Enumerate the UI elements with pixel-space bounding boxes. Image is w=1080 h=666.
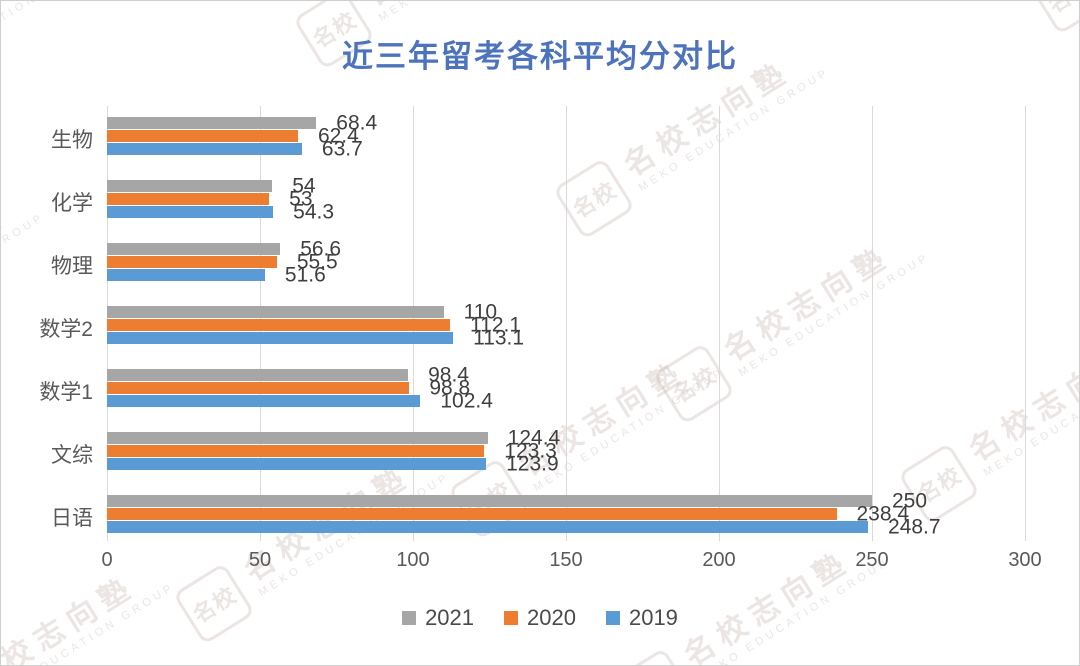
- value-label: 110: [463, 300, 498, 324]
- bar-2020-物理: [107, 256, 277, 268]
- legend-label: 2019: [628, 605, 678, 630]
- category-label: 数学2: [39, 318, 93, 341]
- gridline-200: [719, 106, 720, 541]
- legend-item-2020: 2020: [504, 607, 576, 629]
- legend-item-2019: 2019: [605, 605, 678, 630]
- x-tick-label: 0: [101, 549, 113, 571]
- category-label: 物理: [51, 255, 93, 278]
- bar-2021-生物: [107, 117, 317, 129]
- value-label: 55.5: [296, 250, 338, 274]
- bar-2021-文综: [107, 432, 488, 444]
- value-label: 124.4: [507, 426, 561, 450]
- value-label: 68.4: [336, 111, 378, 135]
- bar-2020-生物: [107, 130, 298, 142]
- value-label: 56.6: [300, 237, 342, 261]
- x-tick-label: 100: [396, 549, 430, 571]
- x-tick-label: 300: [1008, 549, 1042, 571]
- value-label: 112.1: [470, 313, 522, 337]
- value-label: 102.4: [440, 389, 493, 413]
- value-label: 54: [292, 174, 316, 198]
- legend-swatch-icon: [402, 611, 417, 625]
- x-axis: 0 50 100 150 200 250 300: [1, 549, 1079, 575]
- value-label: 62.4: [317, 124, 359, 148]
- value-label: 98.4: [428, 363, 469, 387]
- bar-2019-物理: [107, 269, 265, 281]
- value-label: 250: [892, 489, 928, 513]
- gridline-250: [872, 106, 873, 541]
- watermark-brand-cn: 名校志向塾: [359, 1, 565, 13]
- bar-2020-数学2: [107, 319, 451, 331]
- x-tick-label: 150: [549, 549, 583, 571]
- meko-stamp-icon: 名校: [612, 647, 696, 665]
- value-label: 238.4: [856, 502, 910, 526]
- legend-label: 2021: [425, 605, 475, 630]
- bar-2021-物理: [107, 243, 281, 255]
- category-label: 数学1: [39, 381, 93, 404]
- category-label: 日语: [51, 507, 93, 530]
- value-label: 248.7: [888, 515, 941, 539]
- bar-2020-化学: [107, 193, 270, 205]
- gridline-150: [566, 106, 567, 541]
- bar-2020-数学1: [107, 382, 410, 394]
- x-tick-label: 200: [702, 549, 736, 571]
- legend: 2021 2020 2019: [1, 607, 1079, 629]
- x-tick-label: 250: [855, 549, 889, 571]
- value-label: 123.9: [506, 452, 559, 476]
- bar-2021-数学2: [107, 306, 444, 318]
- meko-stamp-icon: 名校: [1027, 1, 1079, 36]
- value-label: 113.1: [473, 326, 525, 350]
- watermark-brand-en: MEKO EDUCATION GROUP: [377, 1, 572, 25]
- bar-2021-数学1: [107, 369, 409, 381]
- category-label: 文综: [51, 444, 93, 467]
- legend-swatch-icon: [605, 611, 620, 625]
- gridline-300: [1025, 106, 1026, 541]
- bar-2019-文综: [107, 458, 487, 470]
- bar-2021-日语: [107, 495, 872, 507]
- bar-2019-数学2: [107, 332, 454, 344]
- category-label: 化学: [51, 192, 93, 215]
- x-tick-label: 50: [248, 549, 272, 571]
- legend-item-2021: 2021: [402, 607, 474, 629]
- bar-2021-化学: [107, 180, 273, 192]
- value-label: 53: [289, 187, 313, 211]
- value-label: 123.3: [504, 439, 557, 463]
- value-label: 54.3: [293, 200, 335, 224]
- bar-2020-日语: [107, 508, 837, 520]
- bar-2019-日语: [107, 521, 869, 533]
- plot-area: 生物 68.4 62.4 63.7 化学 54 53 54.3 物理 56.6 55.5 51.6 数学…: [39, 106, 1026, 541]
- bar-2019-化学: [107, 206, 274, 218]
- category-label: 生物: [51, 129, 93, 152]
- legend-label: 2020: [527, 605, 576, 630]
- bar-2020-文综: [107, 445, 485, 457]
- value-label: 98.8: [429, 376, 471, 400]
- value-label: 51.6: [284, 263, 326, 287]
- chart-title: 近三年留考各科平均分对比: [342, 39, 738, 74]
- legend-swatch-icon: [504, 611, 519, 625]
- bar-2019-数学1: [107, 395, 421, 407]
- value-label: 63.7: [321, 137, 363, 161]
- bar-2019-生物: [107, 143, 302, 155]
